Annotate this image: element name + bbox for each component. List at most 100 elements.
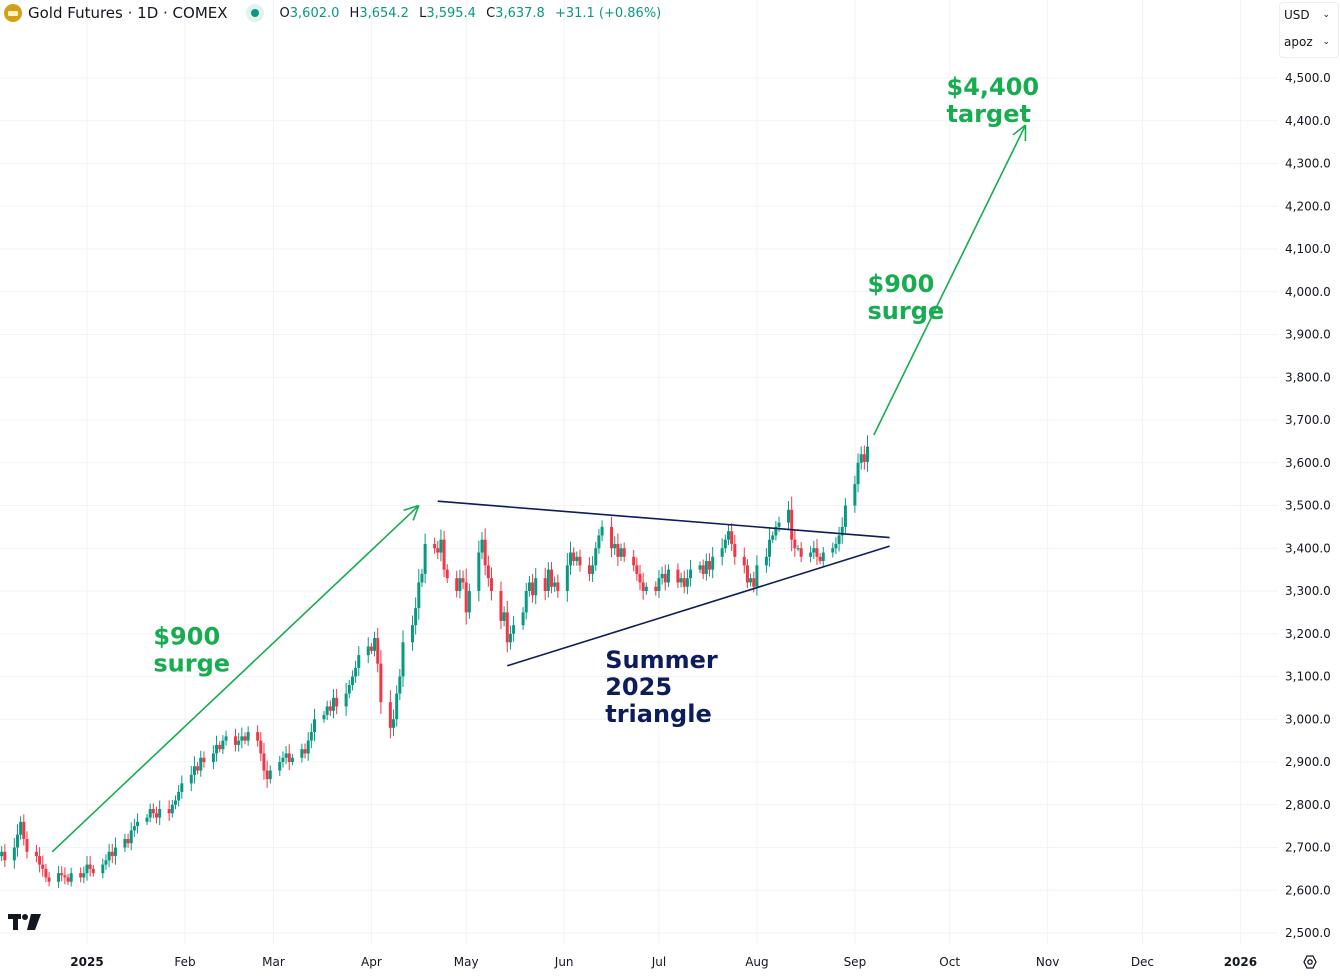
candle: [218, 741, 222, 753]
candle: [136, 813, 140, 834]
candle: [155, 806, 159, 824]
candle-body: [85, 864, 89, 874]
candle: [433, 537, 437, 554]
candle: [587, 557, 591, 582]
candle: [455, 570, 459, 598]
candle: [708, 553, 712, 577]
candle: [755, 555, 759, 596]
candles: [0, 435, 870, 888]
annotations: $900 surge $900 surge $4,400 target Summer 2025…: [51, 73, 1040, 853]
candle: [663, 564, 667, 591]
candle: [723, 534, 727, 553]
candle-body: [464, 582, 468, 613]
candle: [641, 572, 645, 600]
time-tick-label: Nov: [1036, 955, 1059, 969]
candle-body: [123, 838, 127, 848]
candle-body: [237, 740, 241, 745]
candle: [733, 534, 737, 565]
price-tick-label: 2,900.0: [1285, 755, 1331, 769]
candle: [543, 567, 547, 601]
candle-body: [369, 646, 373, 651]
candle-body: [467, 591, 471, 613]
candle-body: [439, 539, 443, 553]
candle-body: [410, 625, 414, 643]
candle: [464, 568, 468, 625]
price-axis[interactable]: 2,500.0 2,600.0 2,700.0 2,800.0 2,900.0 3,000…: [1285, 71, 1331, 940]
settings-icon[interactable]: [1303, 955, 1317, 969]
candle-body: [550, 569, 554, 587]
candle-body: [392, 719, 396, 728]
candle: [745, 559, 749, 588]
candle: [265, 760, 269, 788]
candle: [414, 597, 418, 635]
candle-body: [837, 535, 841, 544]
arrow-head: [403, 504, 420, 512]
candle-body: [313, 719, 317, 733]
candle: [331, 689, 335, 719]
tradingview-logo[interactable]: [8, 914, 41, 930]
candle-body: [60, 873, 64, 876]
candle-body: [151, 809, 155, 814]
candle-body: [685, 578, 689, 587]
candle: [15, 824, 19, 857]
candle: [812, 540, 816, 559]
candle: [199, 750, 203, 777]
candle: [322, 711, 326, 723]
unit-select[interactable]: apoz ⌄: [1280, 30, 1334, 54]
candle-body: [234, 736, 238, 745]
currency-value: USD: [1284, 8, 1310, 22]
candle: [565, 553, 569, 602]
candle: [126, 833, 130, 848]
time-axis[interactable]: 2025 Feb Mar Apr May Jun Jul Aug Sep Oct Nov Dec 202…: [70, 955, 1257, 969]
close-value: 3,637.8: [495, 5, 545, 21]
candle: [262, 742, 266, 780]
candle: [196, 762, 200, 775]
candle: [145, 813, 149, 825]
annotation-label[interactable]: $4,400 target: [947, 73, 1040, 128]
market-status-icon[interactable]: [245, 4, 264, 22]
candle-body: [47, 877, 51, 882]
candle-body: [853, 484, 857, 506]
candle-body: [398, 676, 402, 694]
candle: [0, 846, 4, 861]
candle: [3, 844, 7, 867]
candle: [366, 637, 370, 664]
candle: [654, 581, 658, 596]
candle-body: [0, 851, 4, 857]
candle: [578, 549, 582, 572]
candle-body: [505, 612, 509, 643]
candle: [575, 551, 579, 566]
annotation-label[interactable]: Summer 2025 triangle: [605, 646, 718, 728]
candle-body: [796, 548, 800, 550]
candle-body: [192, 766, 196, 775]
arrow[interactable]: [51, 504, 420, 853]
candle: [47, 872, 51, 887]
candle-body: [644, 586, 648, 591]
candle-body: [57, 873, 61, 882]
candle: [34, 844, 38, 863]
candle-body: [202, 757, 206, 762]
annotation-label[interactable]: $900 surge: [153, 622, 230, 677]
candle: [840, 517, 844, 544]
candle: [123, 833, 127, 852]
candle: [423, 533, 427, 584]
annotation-label[interactable]: $900 surge: [868, 270, 945, 325]
candle: [354, 660, 358, 683]
candle: [132, 818, 136, 837]
candle-body: [774, 526, 778, 536]
candle-body: [641, 582, 645, 591]
candle: [818, 553, 822, 565]
candle-body: [502, 612, 506, 621]
candle-body: [793, 539, 797, 549]
trendline[interactable]: [507, 545, 890, 667]
candle-body: [689, 569, 693, 579]
arrow[interactable]: [873, 124, 1027, 436]
candle: [129, 822, 133, 851]
candle: [328, 700, 332, 716]
candle-body: [243, 736, 247, 741]
candle-body: [600, 526, 604, 536]
symbol-title[interactable]: Gold Futures · 1D · COMEX: [28, 4, 228, 22]
currency-select[interactable]: USD ⌄: [1280, 3, 1334, 27]
trendline[interactable]: [437, 500, 890, 539]
